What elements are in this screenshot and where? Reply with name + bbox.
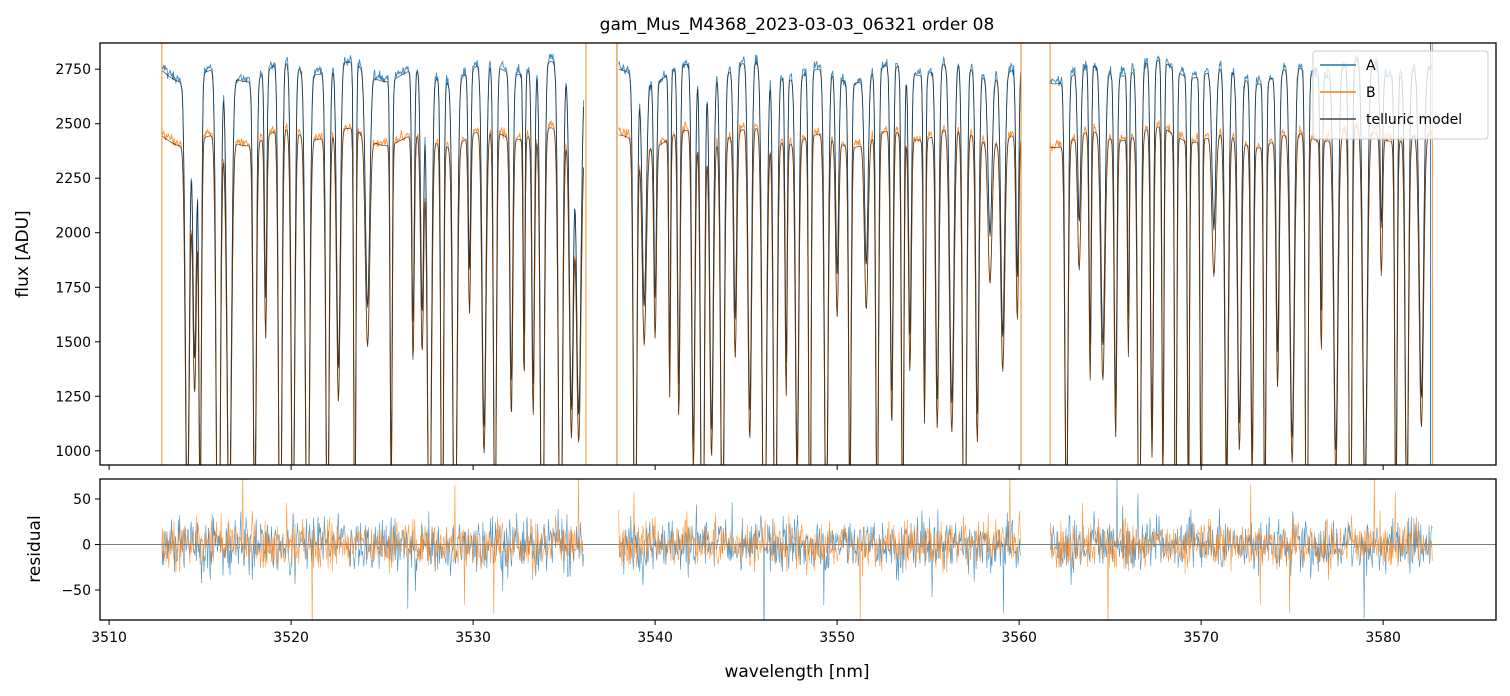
flux-x-axis (108, 465, 1384, 470)
figure-title: gam_Mus_M4368_2023-03-03_06321 order 08 (600, 15, 995, 35)
residual-y-tick-label: 0 (82, 537, 91, 553)
residual-x-tick-label: 3510 (91, 630, 127, 646)
residual-x-tick-label: 3520 (273, 630, 309, 646)
residual-x-tick-label: 3570 (1183, 630, 1219, 646)
flux-y-tick-label: 2250 (55, 171, 91, 187)
residual-line-a-segment-3 (1049, 479, 1433, 619)
legend: A B telluric model (1312, 50, 1489, 140)
flux-y-tick-label: 1250 (55, 389, 91, 405)
residual-x-tick-label: 3550 (819, 630, 855, 646)
flux-y-tick-label: 1500 (55, 335, 91, 351)
legend-label-b: B (1366, 85, 1376, 101)
flux-data-area (161, 43, 1433, 465)
telluric-model-line-b-segment-1 (161, 127, 584, 465)
flux-y-tick-label: 2750 (55, 62, 91, 78)
residual-y-axis: −50 0 50 (61, 492, 100, 599)
legend-label-a: A (1366, 58, 1376, 74)
residual-x-tick-label: 3530 (455, 630, 491, 646)
residual-line-b-segment-2 (618, 479, 1021, 620)
residual-x-tick-label: 3580 (1365, 630, 1401, 646)
residual-line-b-segment-1 (161, 479, 584, 620)
flux-y-axis-label: flux [ADU] (13, 210, 33, 297)
telluric-model-line-b-segment-3 (1050, 126, 1433, 465)
telluric-model-line-b-segment-2 (618, 127, 1022, 465)
flux-y-axis: 1000 1250 1500 1750 2000 2250 2500 2750 (55, 62, 100, 460)
telluric-model-line-a-segment-1 (161, 61, 584, 465)
residual-data-area (100, 479, 1496, 620)
flux-y-tick-label: 2500 (55, 117, 91, 133)
residual-line-b-segment-3 (1049, 479, 1433, 620)
flux-y-tick-label: 1000 (55, 444, 91, 460)
residual-axes-frame (99, 478, 1497, 621)
flux-y-tick-label: 1750 (55, 280, 91, 296)
legend-label-telluric-model: telluric model (1366, 112, 1462, 128)
residual-y-tick-label: 50 (73, 492, 91, 508)
flux-axes-frame (99, 42, 1497, 466)
flux-panel: 1000 1250 1500 1750 2000 2250 2500 2750 flux [A… (13, 42, 1497, 470)
legend-frame (1312, 50, 1489, 140)
residual-x-axis-label: wavelength [nm] (724, 662, 869, 682)
residual-x-tick-label: 3540 (637, 630, 673, 646)
residual-x-axis: 3510 3520 3530 3540 3550 3560 3570 3580 (91, 620, 1401, 646)
residual-y-tick-label: −50 (61, 583, 91, 599)
residual-y-axis-label: residual (25, 515, 45, 582)
flux-y-tick-label: 2000 (55, 226, 91, 242)
residual-x-tick-label: 3560 (1001, 630, 1037, 646)
